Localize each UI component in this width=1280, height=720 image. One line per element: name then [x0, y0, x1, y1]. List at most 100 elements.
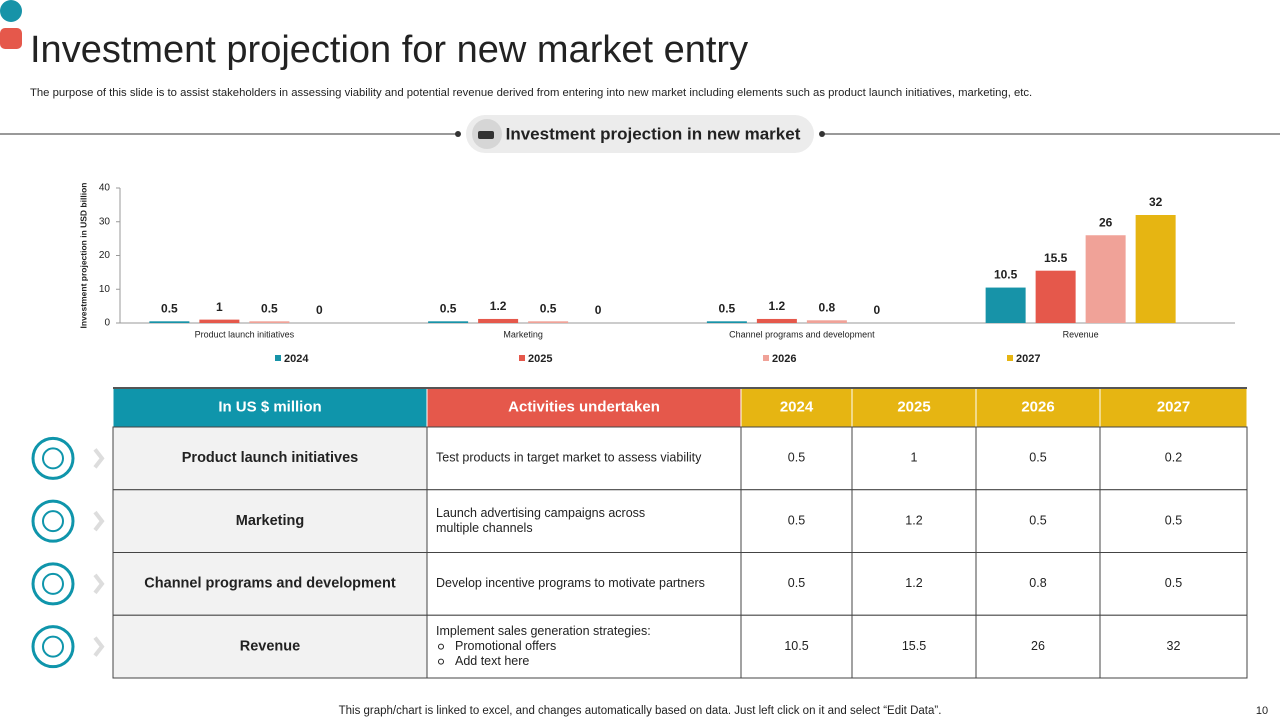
row-icon-ring — [31, 625, 75, 669]
table-header-text: Activities undertaken — [508, 398, 660, 415]
table-value: 15.5 — [902, 639, 926, 653]
data-label: 0.5 — [261, 301, 278, 315]
data-label: 0.5 — [719, 301, 736, 315]
bar — [199, 319, 240, 323]
row-cell — [426, 614, 1248, 679]
data-label: 1 — [216, 300, 223, 314]
table-value: 0.5 — [1029, 451, 1046, 465]
x-tick-label: Product launch initiatives — [195, 329, 295, 339]
page-number: 10 — [1256, 705, 1268, 717]
table-value: 0.2 — [1165, 451, 1182, 465]
row-chevron — [93, 573, 105, 595]
row-icon-ring — [31, 499, 75, 543]
table-value: 0.5 — [788, 576, 805, 590]
y-tick-label: 0 — [104, 318, 110, 329]
activity-text: Implement sales generation strategies: — [436, 624, 651, 638]
data-label: 0 — [874, 303, 881, 317]
table-header-text: 2024 — [780, 398, 814, 415]
legend-swatch — [519, 355, 525, 361]
row-label-cell — [112, 614, 428, 679]
decor-square — [0, 28, 22, 49]
bar — [528, 321, 569, 323]
legend-label: 2026 — [772, 353, 796, 365]
data-label: 0.5 — [440, 301, 457, 315]
row-label-cell — [112, 552, 428, 616]
table-value: 10.5 — [784, 639, 808, 653]
table-value: 0.5 — [788, 451, 805, 465]
data-label: 10.5 — [994, 268, 1018, 282]
row-icon — [42, 572, 64, 595]
y-tick-label: 40 — [99, 183, 111, 194]
bar — [706, 321, 747, 323]
table-header-text: 2027 — [1157, 398, 1190, 415]
table-value: 0.5 — [1029, 513, 1046, 527]
bar — [985, 287, 1026, 323]
data-label: 0.5 — [540, 301, 557, 315]
bar — [149, 321, 190, 323]
table-value: 1 — [911, 451, 918, 465]
bar — [756, 318, 797, 323]
row-label-cell — [112, 426, 428, 491]
bar — [1035, 270, 1076, 323]
bar — [1135, 215, 1176, 323]
table-header-text: In US $ million — [218, 398, 321, 415]
y-axis-label: Investment projection in USD billion — [78, 183, 88, 329]
row-icon-ring — [31, 562, 75, 606]
row-label: Revenue — [240, 638, 300, 654]
bullet-marker — [438, 643, 444, 650]
row-chevron — [93, 510, 105, 532]
table-value: 1.2 — [905, 576, 922, 590]
row-icon — [42, 510, 64, 533]
legend-swatch — [275, 355, 281, 361]
table-value: 0.5 — [788, 513, 805, 527]
slide-subtitle: The purpose of this slide is to assist s… — [30, 87, 1032, 99]
table-value: 26 — [1031, 639, 1045, 653]
bar — [1085, 235, 1126, 323]
row-icon-ring — [31, 436, 75, 480]
x-tick-label: Channel programs and development — [729, 329, 875, 339]
table-value: 1.2 — [905, 513, 922, 527]
section-icon-glyph — [478, 131, 494, 139]
y-tick-label: 10 — [99, 284, 111, 295]
row-cell — [426, 489, 1248, 553]
data-label: 15.5 — [1044, 251, 1068, 265]
x-tick-label: Marketing — [503, 329, 543, 339]
legend-swatch — [763, 355, 769, 361]
decor-dot — [0, 0, 22, 22]
y-tick-label: 20 — [99, 250, 111, 261]
data-label: 1.2 — [490, 299, 507, 313]
row-label: Channel programs and development — [144, 576, 396, 592]
y-tick-label: 30 — [99, 216, 111, 227]
activity-text: Develop incentive programs to motivate p… — [436, 576, 705, 590]
legend-label: 2024 — [284, 353, 309, 365]
table-value: 0.8 — [1029, 576, 1046, 590]
data-label: 0 — [316, 303, 323, 317]
data-label: 32 — [1149, 195, 1163, 209]
row-label-cell — [112, 489, 428, 553]
row-icon — [42, 447, 64, 470]
data-label: 1.2 — [769, 299, 786, 313]
table-value: 0.5 — [1165, 513, 1182, 527]
footer-note: This graph/chart is linked to excel, and… — [339, 705, 942, 717]
x-tick-label: Revenue — [1063, 329, 1099, 339]
row-label: Marketing — [236, 513, 305, 529]
data-label: 0 — [595, 303, 602, 317]
legend-swatch — [1007, 355, 1013, 361]
row-cell — [426, 552, 1248, 616]
bar — [249, 321, 290, 323]
divider-dot — [819, 131, 825, 137]
row-icon — [42, 635, 64, 658]
legend-label: 2025 — [528, 353, 552, 365]
bullet-marker — [438, 658, 444, 665]
activity-text: Launch advertising campaigns across — [436, 506, 645, 520]
table-value: 32 — [1167, 639, 1181, 653]
slide-title: Investment projection for new market ent… — [30, 29, 748, 71]
activity-text: Test products in target market to assess… — [436, 451, 702, 465]
row-label: Product launch initiatives — [182, 450, 358, 466]
bar — [428, 321, 469, 323]
activity-text: multiple channels — [436, 521, 533, 535]
table-value: 0.5 — [1165, 576, 1182, 590]
table-header-text: 2025 — [897, 398, 930, 415]
